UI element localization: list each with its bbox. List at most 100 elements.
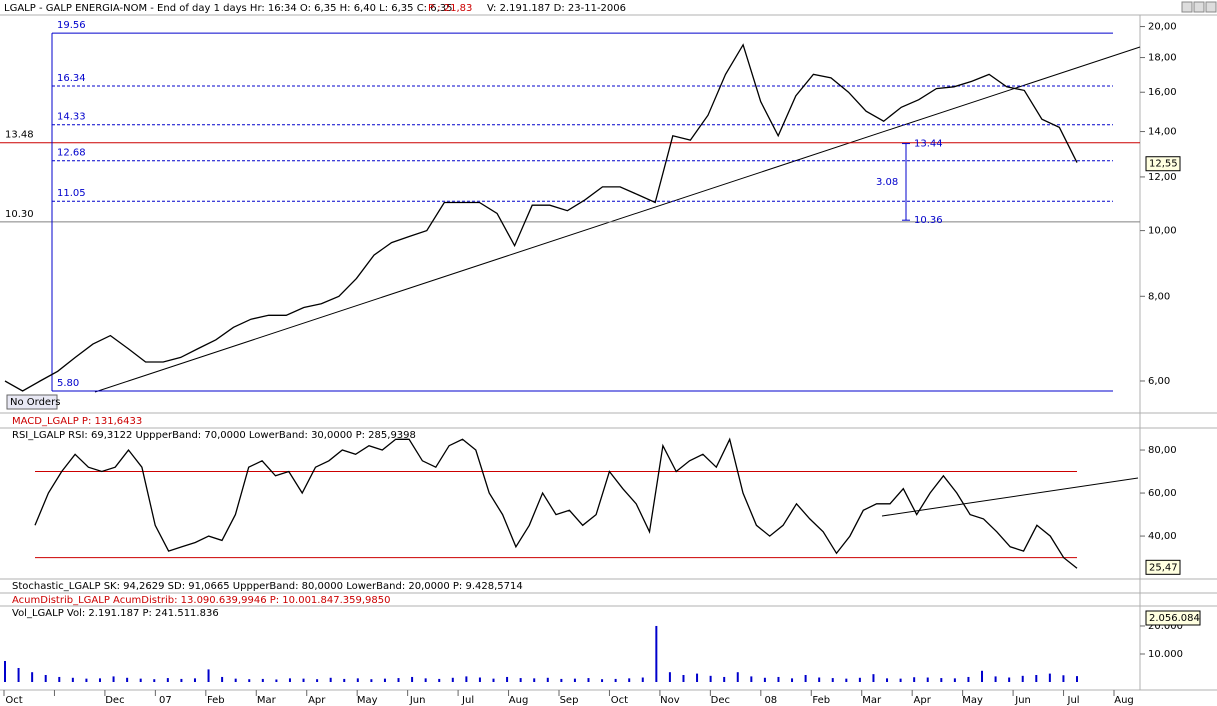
volume-bar [614, 678, 617, 682]
volume-bar [397, 678, 400, 682]
trend-line [94, 46, 1141, 393]
x-tick-label: Aug [1114, 695, 1134, 706]
volume-bar [886, 678, 889, 682]
x-tick-label: Oct [611, 695, 628, 706]
button[interactable] [1205, 1, 1217, 13]
volume-bar [478, 677, 481, 682]
volume-bar [58, 676, 61, 682]
x-tick-label: Apr [914, 695, 932, 706]
volume-bar [180, 678, 183, 682]
level-label: 5.80 [57, 378, 79, 389]
volume-bar [411, 676, 414, 682]
volume-bar [858, 677, 861, 682]
macd-header: MACD_LGALP P: 131,6433 [12, 416, 142, 427]
volume-bar [926, 677, 929, 682]
window-buttons[interactable] [1181, 1, 1217, 13]
volume-bar [275, 679, 278, 682]
header-info: LGALP - GALP ENERGIA-NOM - End of day 1 … [4, 3, 453, 14]
volume-bar [777, 676, 780, 682]
y-tick-label: 80,00 [1148, 445, 1177, 456]
volume-bar [261, 678, 264, 682]
volume-bar [1035, 674, 1038, 682]
volume-bar [709, 675, 712, 682]
x-tick-label: Apr [308, 695, 326, 706]
y-tick-label: 12,00 [1148, 172, 1177, 183]
measure-label: 10.36 [914, 215, 943, 226]
y-tick-label: 18,00 [1148, 53, 1177, 64]
no-orders-box[interactable] [6, 394, 58, 410]
volume-bar [31, 672, 34, 682]
no-orders[interactable]: No Orders [10, 397, 60, 408]
x-tick-label: Jun [409, 695, 426, 706]
volume-bar [343, 678, 346, 682]
level-label: 11.05 [57, 188, 86, 199]
button[interactable] [1181, 1, 1193, 13]
volume-bar [506, 676, 509, 682]
volume-bar [44, 674, 47, 682]
x-tick-label: Aug [509, 695, 529, 706]
volume-bar [234, 678, 237, 682]
volume-bar [438, 678, 441, 682]
volume-bar [356, 678, 359, 682]
x-tick-label: Nov [660, 695, 680, 706]
volume-bar [492, 678, 495, 682]
level-label: 10.30 [5, 209, 34, 220]
y-tick-label: 14,00 [1148, 127, 1177, 138]
volume-bar [831, 678, 834, 682]
volume-bar [193, 678, 196, 682]
volume-bar [139, 678, 142, 682]
level-label: 14.33 [57, 112, 86, 123]
volume-bar [383, 678, 386, 682]
x-tick-label: Jul [1067, 695, 1080, 706]
last-value-label: 2.056.084 [1149, 613, 1200, 624]
volume-bar [166, 678, 169, 682]
level-label: 12.68 [57, 148, 86, 159]
volume-bar [1021, 675, 1024, 682]
volume-bar [967, 676, 970, 682]
volume-bar [913, 677, 916, 682]
level-label: 19.56 [57, 20, 86, 31]
volume-bar [736, 672, 739, 682]
last-value-label: 12,55 [1149, 159, 1178, 170]
button[interactable] [1193, 1, 1205, 13]
x-tick-label: Mar [862, 695, 882, 706]
volume-bar [845, 678, 848, 682]
volume-bar [655, 625, 658, 682]
volume-bar [71, 677, 74, 682]
x-tick-label: Jul [461, 695, 474, 706]
volume-bar [1048, 673, 1051, 682]
volume-bar [451, 677, 454, 682]
volume-bar [872, 674, 875, 682]
volume-bar [207, 669, 210, 682]
volume-bar [1008, 677, 1011, 682]
volume-bar [546, 677, 549, 682]
volume-bar [994, 676, 997, 682]
volume-bar [628, 678, 631, 682]
volume-bar [424, 678, 427, 682]
volume-bar [791, 678, 794, 682]
volume-bar [1062, 675, 1065, 682]
x-tick-label: Jun [1014, 695, 1031, 706]
price-line [34, 437, 1078, 569]
volume-bar [519, 678, 522, 682]
rsi-header: RSI_LGALP RSI: 69,3122 UppperBand: 70,00… [12, 430, 416, 441]
acum-header: AcumDistrib_LGALP AcumDistrib: 13.090.63… [12, 595, 390, 606]
header-rest: V: 2.191.187 D: 23-11-2006 [487, 3, 626, 14]
volume-bar [221, 676, 224, 682]
volume-bar [641, 677, 644, 682]
volume-bar [560, 678, 563, 682]
x-tick-label: Dec [711, 695, 730, 706]
y-tick-label: 20,00 [1148, 22, 1177, 33]
volume-bar [153, 679, 156, 682]
y-tick-label: 60,00 [1148, 488, 1177, 499]
volume-bar [587, 678, 590, 682]
volume-bar [288, 678, 291, 682]
x-tick-label: Sep [560, 695, 579, 706]
volume-bar [465, 676, 468, 682]
x-tick-label: Oct [5, 695, 22, 706]
level-label: 16.34 [57, 73, 86, 84]
volume-bar [533, 678, 536, 682]
x-tick-label: 08 [764, 695, 777, 706]
